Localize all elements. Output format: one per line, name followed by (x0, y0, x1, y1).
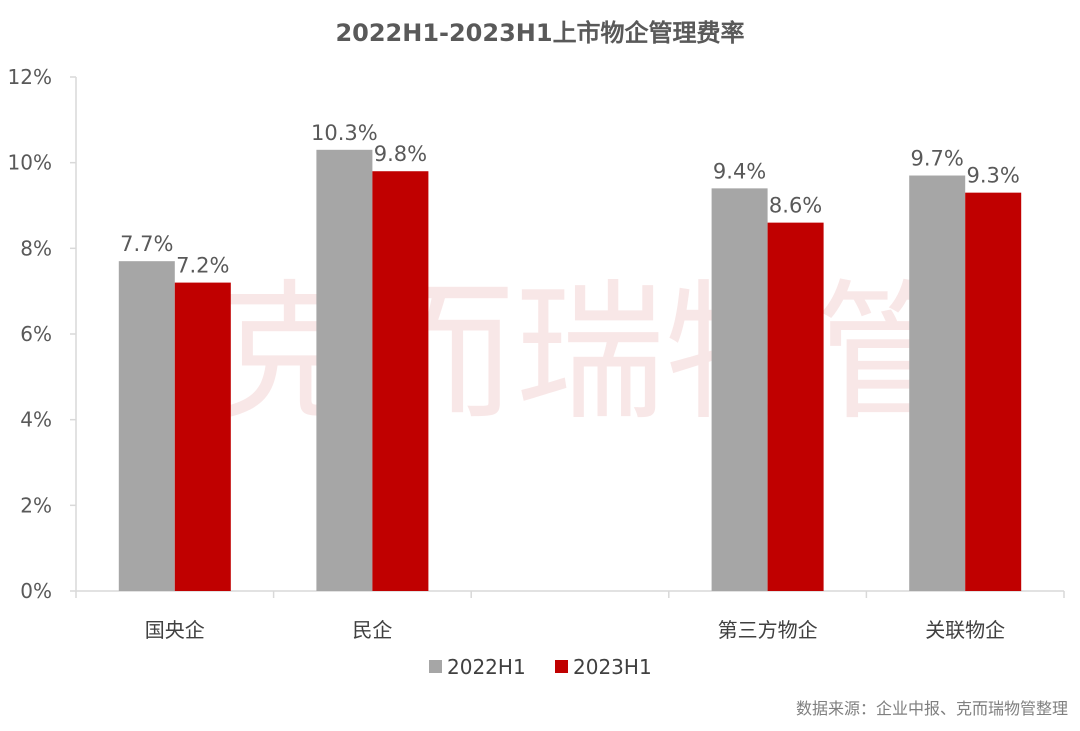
y-tick-label: 2% (20, 493, 52, 517)
source-note: 数据来源：企业中报、克而瑞物管整理 (796, 699, 1068, 718)
data-label: 9.8% (374, 142, 427, 166)
bar-2022H1-4 (909, 175, 966, 591)
legend-swatch-2022H1 (429, 660, 442, 673)
y-tick-label: 8% (20, 236, 52, 260)
data-label: 7.7% (120, 232, 173, 256)
category-label: 民企 (352, 618, 392, 642)
y-tick-label: 6% (20, 322, 52, 346)
chart-title: 2022H1-2023H1上市物企管理费率 (335, 19, 744, 47)
bar-2023H1-0 (174, 282, 231, 591)
y-tick-label: 0% (20, 579, 52, 603)
y-tick-label: 10% (8, 151, 52, 175)
category-label: 第三方物企 (718, 618, 818, 642)
bar-2023H1-1 (372, 171, 429, 591)
category-ticks (75, 591, 1065, 598)
category-label: 关联物企 (925, 618, 1005, 642)
bar-2022H1-3 (711, 188, 768, 591)
data-label: 9.7% (911, 147, 964, 171)
legend-label: 2023H1 (573, 655, 652, 679)
y-tick-label: 4% (20, 408, 52, 432)
data-label: 9.3% (967, 164, 1020, 188)
data-labels-group: 7.7% 10.3% 9.4% 9.7% 7.2% 9.8% 8.6% 9.3% (120, 121, 1020, 278)
legend-swatch-2023H1 (555, 660, 568, 673)
bar-2023H1-3 (767, 222, 824, 591)
bar-2022H1-1 (316, 149, 373, 592)
data-label: 8.6% (769, 194, 822, 218)
bar-2022H1-0 (118, 261, 175, 591)
bars-group (118, 149, 1022, 592)
y-axis: 0% 2% 4% 6% 8% 10% 12% (8, 65, 77, 603)
category-labels-group: 国央企 民企 第三方物企 关联物企 (145, 618, 1005, 642)
data-label: 10.3% (311, 121, 378, 145)
data-label: 7.2% (176, 254, 229, 278)
bar-2023H1-4 (965, 192, 1022, 591)
y-tick-label: 12% (8, 65, 52, 89)
legend-label: 2022H1 (447, 655, 526, 679)
data-label: 9.4% (713, 159, 766, 183)
legend: 2022H1 2023H1 (429, 655, 652, 679)
category-label: 国央企 (145, 618, 205, 642)
